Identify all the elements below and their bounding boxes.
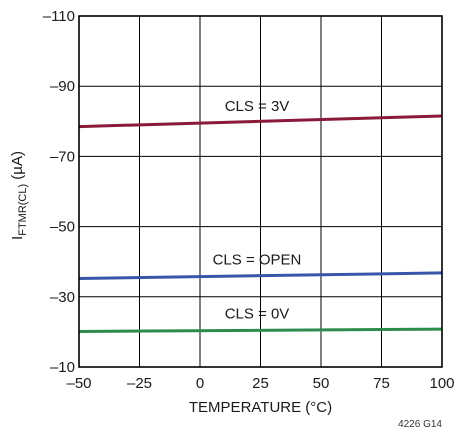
y-tick-label: –110 bbox=[43, 8, 75, 25]
y-axis-title: IFTMR(CL) (µA) bbox=[9, 151, 29, 240]
y-tick-label: –70 bbox=[50, 148, 75, 165]
series-line-3 bbox=[78, 327, 443, 333]
x-tick-labels: –50 –25 0 25 50 75 100 bbox=[66, 375, 454, 392]
y-tick-labels: –10 –30 –50 –70 –90 –110 bbox=[43, 8, 75, 376]
x-tick-label: 75 bbox=[373, 375, 390, 392]
plot-frame bbox=[78, 15, 443, 368]
figure-id: 4226 G14 bbox=[398, 419, 442, 430]
y-tick-label: –50 bbox=[50, 219, 75, 236]
series-label-3: CLS = 0V bbox=[225, 306, 290, 323]
series-label-2: CLS = OPEN bbox=[213, 252, 302, 269]
series-labels: CLS = 3V CLS = OPEN CLS = 0V bbox=[213, 98, 302, 323]
x-tick-label: –50 bbox=[66, 375, 91, 392]
y-axis-title-main: I bbox=[9, 236, 26, 240]
y-axis-title-unit: (µA) bbox=[9, 151, 26, 184]
series-label-1: CLS = 3V bbox=[225, 98, 290, 115]
x-tick-label: 25 bbox=[252, 375, 269, 392]
series-layer bbox=[78, 114, 443, 333]
y-tick-label: –10 bbox=[50, 359, 75, 376]
y-tick-label: –30 bbox=[50, 289, 75, 306]
x-tick-label: 100 bbox=[429, 375, 454, 392]
x-tick-label: –25 bbox=[127, 375, 152, 392]
x-axis-title: TEMPERATURE (°C) bbox=[189, 399, 332, 416]
series-line-1 bbox=[78, 114, 443, 129]
y-axis-title-subscript: FTMR(CL) bbox=[17, 184, 29, 236]
x-tick-label: 50 bbox=[313, 375, 330, 392]
x-tick-label: 0 bbox=[196, 375, 204, 392]
series-line-2 bbox=[78, 271, 443, 280]
y-tick-label: –90 bbox=[50, 78, 75, 95]
grid-layer bbox=[79, 16, 442, 367]
